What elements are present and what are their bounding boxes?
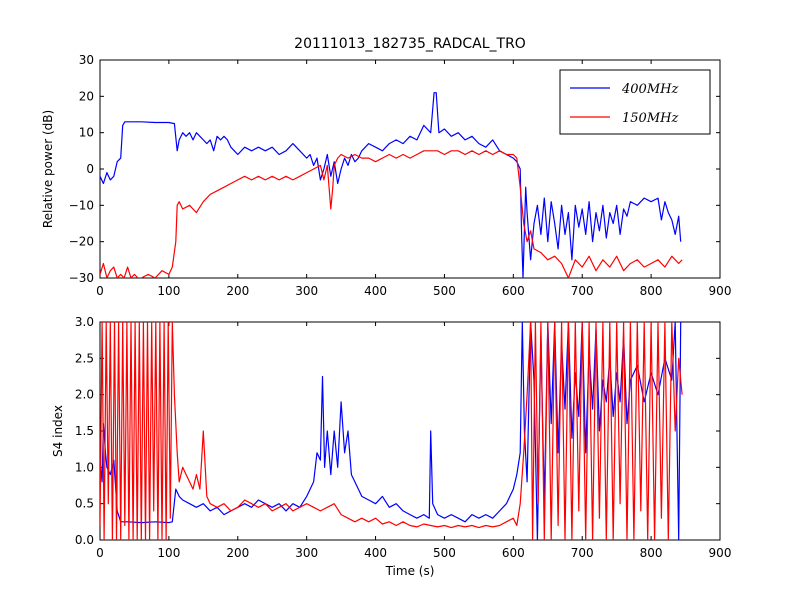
power-series: [100, 92, 683, 278]
s4-y-tick-label: 3.0: [75, 315, 94, 329]
s4-series-line-400mhz: [100, 322, 682, 540]
legend-label-150mhz: 150MHz: [622, 111, 678, 126]
power-series-line-400mhz: [100, 92, 682, 278]
s4-y-tick-label: 1.0: [75, 460, 94, 474]
power-y-tick-label: 10: [79, 126, 94, 140]
s4-y-axis-label: S4 index: [51, 405, 65, 457]
power-x-tick-label: 900: [709, 284, 732, 298]
s4-x-tick-label: 200: [226, 546, 249, 560]
power-x-tick-label: 300: [295, 284, 318, 298]
power-plot: 0 100 200 300 400 500 600 700 800 900 −30 −20 −10 0 1…: [41, 53, 731, 298]
s4-x-ticks: 0 100 200 300 400 500 600 700 800 900: [96, 322, 731, 560]
power-x-tick-label: 400: [364, 284, 387, 298]
power-x-tick-label: 500: [433, 284, 456, 298]
power-y-axis-label: Relative power (dB): [41, 110, 55, 228]
power-x-tick-label: 600: [502, 284, 525, 298]
s4-y-tick-label: 1.5: [75, 424, 94, 438]
chart-title: 20111013_182735_RADCAL_TRO: [294, 36, 526, 52]
power-y-tick-label: 20: [79, 89, 94, 103]
power-y-tick-label: −20: [69, 235, 94, 249]
s4-x-tick-label: 700: [571, 546, 594, 560]
s4-x-tick-label: 300: [295, 546, 318, 560]
x-axis-label: Time (s): [385, 564, 435, 578]
legend-label-400mhz: 400MHz: [621, 82, 678, 97]
s4-y-tick-label: 0.5: [75, 497, 94, 511]
power-x-tick-label: 200: [226, 284, 249, 298]
power-x-ticks: 0 100 200 300 400 500 600 700 800 900: [96, 60, 731, 298]
s4-x-tick-label: 800: [640, 546, 663, 560]
power-y-tick-label: 30: [79, 53, 94, 67]
s4-x-tick-label: 400: [364, 546, 387, 560]
s4-x-tick-label: 600: [502, 546, 525, 560]
s4-x-tick-label: 100: [157, 546, 180, 560]
power-x-tick-label: 0: [96, 284, 104, 298]
power-x-tick-label: 700: [571, 284, 594, 298]
s4-y-tick-label: 0.0: [75, 533, 94, 547]
legend: 400MHz 150MHz: [559, 69, 711, 135]
power-series-line-150mhz: [100, 150, 683, 278]
s4-series-line-150mhz: [100, 322, 683, 540]
s4-x-tick-label: 900: [709, 546, 732, 560]
s4-x-tick-label: 500: [433, 546, 456, 560]
power-x-tick-label: 800: [640, 284, 663, 298]
power-y-tick-label: −30: [69, 271, 94, 285]
legend-box: [559, 69, 711, 135]
s4-plot: 0 100 200 300 400 500 600 700 800 900 0.0 0.5 1.0 1.…: [51, 315, 731, 578]
power-y-ticks: −30 −20 −10 0 10 20 30: [69, 53, 720, 285]
power-y-tick-label: −10: [69, 198, 94, 212]
s4-y-tick-label: 2.5: [75, 351, 94, 365]
s4-series: [100, 322, 683, 540]
power-y-tick-label: 0: [86, 162, 94, 176]
power-x-tick-label: 100: [157, 284, 180, 298]
s4-y-tick-label: 2.0: [75, 388, 94, 402]
s4-x-tick-label: 0: [96, 546, 104, 560]
